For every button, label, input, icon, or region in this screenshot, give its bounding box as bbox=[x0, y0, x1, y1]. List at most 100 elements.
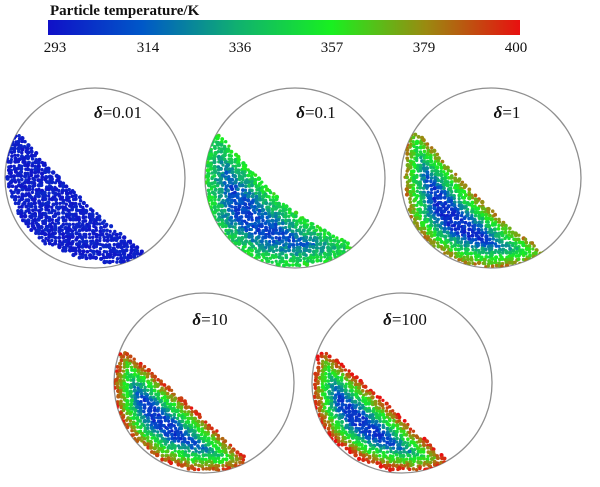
particle bbox=[327, 354, 332, 359]
particle bbox=[33, 170, 38, 175]
particle bbox=[407, 467, 412, 472]
particle bbox=[323, 388, 327, 392]
particle bbox=[500, 233, 505, 238]
particle bbox=[365, 452, 369, 457]
particle bbox=[533, 250, 538, 256]
particle bbox=[333, 381, 338, 386]
particle bbox=[323, 255, 327, 259]
particle bbox=[288, 258, 292, 263]
particle bbox=[217, 449, 222, 454]
particle bbox=[249, 248, 254, 253]
particle bbox=[541, 254, 546, 259]
particle bbox=[146, 388, 150, 392]
particle bbox=[26, 224, 30, 229]
particle bbox=[480, 246, 485, 251]
particle bbox=[404, 457, 409, 461]
particle bbox=[349, 372, 355, 377]
particle bbox=[276, 211, 281, 216]
particle bbox=[501, 226, 505, 231]
particle bbox=[425, 175, 430, 180]
particle bbox=[322, 415, 327, 420]
particle bbox=[237, 204, 242, 209]
particle bbox=[36, 194, 41, 199]
particle bbox=[128, 241, 133, 245]
particle bbox=[460, 220, 465, 224]
particle bbox=[153, 384, 158, 389]
particle bbox=[260, 231, 265, 236]
particle bbox=[398, 421, 404, 426]
particle bbox=[321, 359, 325, 363]
particle bbox=[431, 450, 436, 454]
particle bbox=[449, 241, 453, 245]
particle bbox=[326, 379, 331, 383]
particle bbox=[253, 173, 258, 177]
particle bbox=[508, 250, 513, 255]
particle bbox=[480, 216, 485, 221]
particle bbox=[433, 223, 438, 228]
particle bbox=[270, 260, 274, 264]
particle bbox=[335, 236, 339, 240]
particle bbox=[443, 192, 447, 196]
particle bbox=[230, 452, 235, 457]
particle bbox=[236, 163, 242, 168]
particle bbox=[381, 398, 385, 403]
particle bbox=[222, 152, 227, 158]
particle bbox=[197, 450, 202, 454]
particle bbox=[411, 462, 415, 467]
particle bbox=[206, 432, 210, 436]
particle bbox=[474, 248, 478, 252]
particle bbox=[114, 377, 119, 383]
particle bbox=[284, 241, 289, 246]
particle bbox=[316, 368, 321, 373]
particle bbox=[47, 215, 52, 220]
particle bbox=[480, 228, 484, 232]
particle bbox=[346, 252, 351, 256]
particle bbox=[63, 218, 68, 223]
particle bbox=[168, 394, 174, 399]
particle bbox=[239, 215, 244, 219]
particle bbox=[221, 163, 225, 167]
particle bbox=[326, 409, 331, 414]
particle bbox=[250, 218, 254, 222]
particle bbox=[344, 425, 349, 430]
particle bbox=[226, 184, 230, 188]
particle bbox=[219, 142, 224, 147]
particle bbox=[19, 214, 24, 219]
particle bbox=[222, 146, 227, 151]
particle bbox=[438, 172, 444, 178]
particle bbox=[402, 419, 407, 423]
particle bbox=[179, 430, 183, 434]
particle bbox=[431, 240, 436, 245]
particle bbox=[455, 213, 460, 218]
particle bbox=[421, 456, 426, 461]
particle bbox=[172, 416, 177, 420]
particle bbox=[432, 186, 438, 191]
particle bbox=[405, 135, 410, 140]
particle bbox=[260, 244, 265, 249]
particle bbox=[128, 254, 134, 260]
particle bbox=[329, 378, 334, 383]
particle bbox=[419, 169, 423, 173]
particle bbox=[19, 167, 24, 171]
particle bbox=[225, 162, 231, 168]
particle bbox=[270, 218, 275, 223]
particle bbox=[219, 149, 224, 154]
particle bbox=[405, 169, 409, 173]
particle bbox=[350, 435, 356, 440]
particle bbox=[226, 197, 230, 202]
particle bbox=[131, 381, 136, 387]
particle bbox=[298, 258, 303, 263]
particle bbox=[535, 257, 540, 262]
particle bbox=[350, 399, 355, 404]
particle bbox=[338, 244, 343, 249]
particle bbox=[366, 419, 372, 425]
particle bbox=[330, 391, 335, 396]
particle bbox=[136, 374, 140, 379]
particle bbox=[57, 244, 62, 250]
particle bbox=[391, 409, 395, 413]
particle bbox=[405, 441, 410, 445]
particle bbox=[322, 241, 327, 246]
particle bbox=[509, 256, 514, 261]
particle bbox=[233, 222, 238, 226]
particle bbox=[274, 228, 279, 233]
